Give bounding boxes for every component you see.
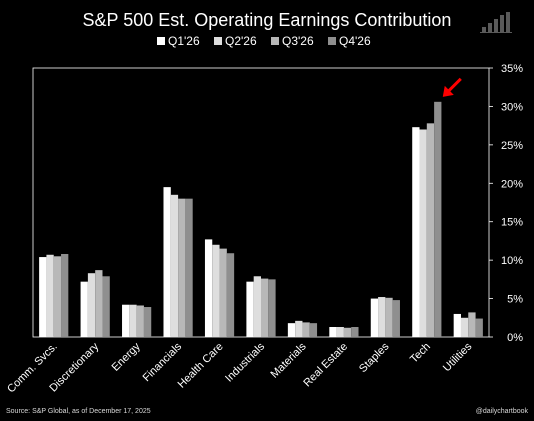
- bar: [475, 318, 483, 337]
- x-tick-label: Real Estate: [301, 341, 350, 390]
- bar: [302, 322, 310, 337]
- legend: Q1'26 Q2'26 Q3'26 Q4'26: [157, 34, 371, 48]
- x-tick-label: Staples: [357, 340, 392, 375]
- bar: [46, 254, 54, 337]
- bar: [204, 239, 213, 337]
- bar: [287, 323, 296, 337]
- x-tick-label: Tech: [408, 341, 433, 366]
- chart-title: S&P 500 Est. Operating Earnings Contribu…: [83, 10, 452, 30]
- bar: [426, 123, 435, 337]
- bar: [351, 327, 359, 337]
- legend-label: Q3'26: [282, 34, 314, 48]
- footer-handle: @dailychartbook: [476, 408, 529, 415]
- y-tick-label: 10%: [501, 255, 523, 267]
- legend-swatch: [157, 37, 165, 45]
- bar: [392, 300, 400, 337]
- bar: [343, 327, 352, 337]
- y-tick-label: 30%: [501, 101, 523, 113]
- bar: [434, 101, 442, 338]
- bar: [95, 270, 103, 337]
- legend-label: Q2'26: [225, 34, 257, 48]
- bar: [412, 127, 420, 338]
- y-tick-label: 5%: [507, 294, 523, 306]
- bar: [336, 327, 344, 337]
- bar: [246, 281, 254, 337]
- bar: [178, 198, 186, 337]
- bar: [80, 281, 88, 337]
- bar: [102, 276, 110, 337]
- bar: [385, 297, 393, 337]
- bar: [129, 304, 137, 337]
- bar: [122, 304, 130, 337]
- bar: [253, 276, 261, 337]
- bar: [261, 278, 269, 337]
- bar: [163, 187, 171, 337]
- x-tick-label: Industrials: [223, 340, 267, 384]
- bar: [185, 198, 193, 337]
- bar: [309, 323, 318, 337]
- bar: [370, 298, 379, 337]
- y-tick-label: 25%: [501, 140, 523, 152]
- y-axis: 0% 5% 10% 15% 20% 25% 30% 35%: [489, 63, 523, 344]
- legend-swatch: [328, 37, 336, 45]
- legend-swatch: [271, 37, 279, 45]
- bar: [453, 313, 461, 337]
- x-tick-label: Energy: [110, 340, 143, 373]
- x-tick-label: Materials: [269, 340, 309, 380]
- x-tick-label: Financials: [141, 340, 185, 384]
- bar-chart-logo-icon: [480, 12, 512, 33]
- legend-swatch: [214, 37, 222, 45]
- bar: [219, 248, 227, 337]
- bar: [419, 129, 427, 337]
- legend-label: Q4'26: [339, 34, 371, 48]
- bar: [268, 279, 276, 337]
- bar: [460, 317, 469, 337]
- y-tick-label: 15%: [501, 217, 523, 229]
- bars-group: [39, 101, 483, 338]
- y-tick-label: 35%: [501, 63, 523, 75]
- x-axis: Comm. Svcs.Discretionary EnergyFinancials…: [5, 340, 475, 395]
- bar: [136, 305, 144, 337]
- bar: [295, 320, 303, 337]
- bar: [378, 297, 386, 337]
- bar: [468, 312, 476, 337]
- bar: [226, 253, 235, 337]
- bar: [53, 256, 62, 337]
- legend-label: Q1'26: [168, 34, 200, 48]
- bar: [87, 273, 96, 337]
- y-tick-label: 0%: [507, 332, 523, 344]
- x-tick-label: Utilities: [441, 340, 475, 374]
- y-tick-label: 20%: [501, 178, 523, 190]
- bar: [170, 194, 179, 337]
- annotation-arrow-icon: [442, 77, 462, 97]
- bar: [143, 307, 152, 337]
- bar: [329, 327, 337, 337]
- bar: [39, 257, 47, 337]
- bar: [212, 244, 220, 337]
- bar: [61, 253, 69, 337]
- footer-source: Source: S&P Global, as of December 17, 2…: [6, 408, 151, 415]
